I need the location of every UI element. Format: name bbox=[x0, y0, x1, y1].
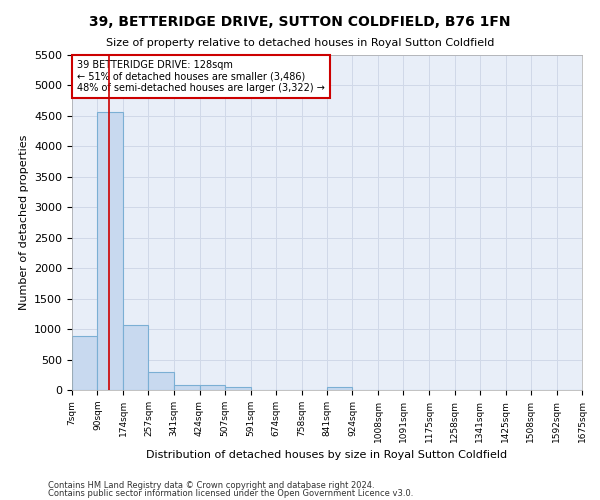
Text: Contains public sector information licensed under the Open Government Licence v3: Contains public sector information licen… bbox=[48, 489, 413, 498]
Bar bbox=[123, 326, 148, 390]
Y-axis label: Number of detached properties: Number of detached properties bbox=[19, 135, 29, 310]
Bar bbox=[72, 336, 97, 390]
Text: Contains HM Land Registry data © Crown copyright and database right 2024.: Contains HM Land Registry data © Crown c… bbox=[48, 480, 374, 490]
Bar bbox=[327, 387, 352, 390]
Bar bbox=[199, 384, 225, 390]
Bar bbox=[225, 387, 251, 390]
X-axis label: Distribution of detached houses by size in Royal Sutton Coldfield: Distribution of detached houses by size … bbox=[146, 450, 508, 460]
Bar bbox=[174, 384, 199, 390]
Text: 39, BETTERIDGE DRIVE, SUTTON COLDFIELD, B76 1FN: 39, BETTERIDGE DRIVE, SUTTON COLDFIELD, … bbox=[89, 15, 511, 29]
Text: 39 BETTERIDGE DRIVE: 128sqm
← 51% of detached houses are smaller (3,486)
48% of : 39 BETTERIDGE DRIVE: 128sqm ← 51% of det… bbox=[77, 60, 325, 93]
Bar bbox=[97, 112, 123, 390]
Bar bbox=[148, 372, 174, 390]
Text: Size of property relative to detached houses in Royal Sutton Coldfield: Size of property relative to detached ho… bbox=[106, 38, 494, 48]
